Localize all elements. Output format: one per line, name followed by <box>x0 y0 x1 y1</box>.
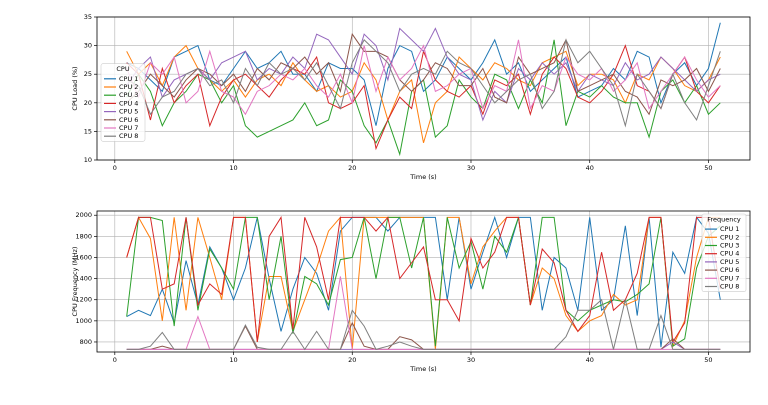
legend-box <box>701 213 747 292</box>
y-tick-label: 1200 <box>75 296 92 304</box>
x-tick-label: 50 <box>704 164 712 172</box>
legend-title: CPU <box>116 65 129 73</box>
x-tick-label: 10 <box>229 356 237 364</box>
y-tick-label: 20 <box>84 99 92 107</box>
y-tick-label: 35 <box>84 13 92 21</box>
legend-label: CPU 3 <box>119 91 138 99</box>
x-tick-label: 0 <box>113 164 117 172</box>
y-tick-label: 25 <box>84 70 92 78</box>
series-line <box>126 38 721 128</box>
series-line <box>126 44 721 151</box>
legend-title: Frequency <box>707 216 741 224</box>
y-axis-label: CPU Frequency (MHz) <box>71 247 79 317</box>
x-tick-label: 30 <box>467 164 475 172</box>
x-axis-label: Time (s) <box>409 365 436 373</box>
y-tick-label: 2000 <box>75 211 92 219</box>
x-axis-label: Time (s) <box>409 173 436 181</box>
legend-label: CPU 3 <box>720 242 739 250</box>
y-tick-label: 1800 <box>75 232 92 240</box>
x-tick-label: 20 <box>348 356 356 364</box>
series-line <box>126 216 721 348</box>
legend-label: CPU 4 <box>119 99 138 107</box>
x-tick-label: 0 <box>113 356 117 364</box>
series-line <box>126 216 721 350</box>
legend-label: CPU 1 <box>119 75 138 83</box>
series-line <box>126 27 721 122</box>
x-tick-label: 50 <box>704 356 712 364</box>
legend-label: CPU 2 <box>119 83 138 91</box>
y-tick-label: 1400 <box>75 275 92 283</box>
x-tick-label: 20 <box>348 164 356 172</box>
legend-label: CPU 4 <box>720 250 739 258</box>
series-line <box>126 32 721 116</box>
series-line <box>126 341 721 350</box>
plot-frame <box>96 210 751 353</box>
x-tick-label: 40 <box>586 356 594 364</box>
x-tick-label: 10 <box>229 164 237 172</box>
plot-frame <box>96 16 751 161</box>
legend-label: CPU 8 <box>720 283 739 291</box>
y-tick-label: 10 <box>84 156 92 164</box>
series-line <box>126 298 721 351</box>
legend-label: CPU 1 <box>720 225 739 233</box>
y-tick-label: 15 <box>84 127 92 135</box>
y-tick-label: 30 <box>84 42 92 50</box>
legend-label: CPU 6 <box>720 266 739 274</box>
y-tick-label: 1600 <box>75 253 92 261</box>
y-axis-label: CPU Load (%) <box>71 66 79 110</box>
y-tick-label: 800 <box>80 338 92 346</box>
series-line <box>126 39 721 157</box>
y-tick-label: 1000 <box>75 317 92 325</box>
legend-label: CPU 2 <box>720 233 739 241</box>
x-tick-label: 40 <box>586 164 594 172</box>
series-line <box>126 215 721 344</box>
x-tick-label: 30 <box>467 356 475 364</box>
legend-label: CPU 7 <box>119 124 138 132</box>
legend-label: CPU 7 <box>720 274 739 282</box>
series-line <box>126 22 721 126</box>
legend-label: CPU 6 <box>119 116 138 124</box>
legend-label: CPU 5 <box>720 258 739 266</box>
legend-box <box>100 63 146 142</box>
legend-label: CPU 5 <box>119 108 138 116</box>
series-line <box>126 321 721 350</box>
series-line <box>126 215 721 348</box>
legend-label: CPU 8 <box>119 132 138 140</box>
series-line <box>126 39 721 116</box>
